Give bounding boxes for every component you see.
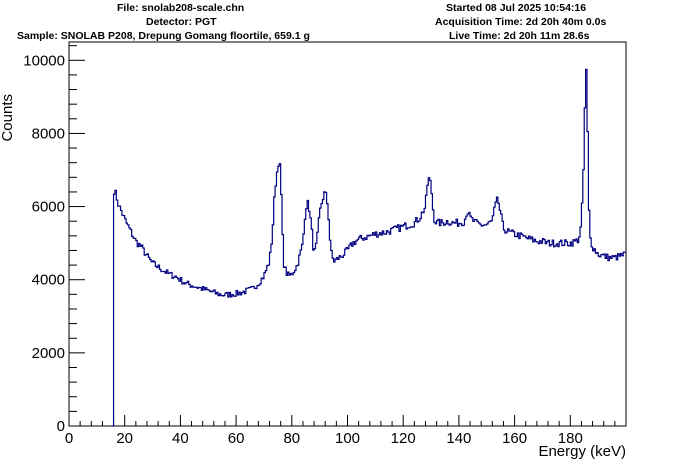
- axis-ticks: [68, 45, 616, 427]
- x-tick-label: 180: [558, 430, 583, 447]
- x-tick-label: 0: [65, 430, 73, 447]
- spectrum-line: [112, 68, 626, 427]
- x-tick-label: 120: [391, 430, 416, 447]
- header-acquisition: Acquisition Time: 2d 20h 40m 0.0s: [435, 16, 607, 28]
- y-tick-label: 8000: [32, 125, 65, 142]
- plot-area-border: [68, 41, 627, 427]
- axis-tick-labels: 0 20 40 60 80 100 120 140 160 180 0 2000 4000 6000 800…: [23, 52, 583, 447]
- header-sample: Sample: SNOLAB P208, Drepung Gomang floo…: [17, 30, 310, 42]
- header-file: File: snolab208-scale.chn: [117, 2, 245, 14]
- y-tick-label: 0: [57, 418, 65, 435]
- header-started: Started 08 Jul 2025 10:54:16: [446, 2, 587, 14]
- plot-frame: [68, 41, 627, 427]
- y-tick-label: 6000: [32, 199, 65, 216]
- y-axis-title: Counts: [0, 94, 16, 142]
- header-detector: Detector: PGT: [146, 16, 217, 28]
- x-tick-label: 80: [283, 430, 300, 447]
- x-tick-label: 40: [172, 430, 189, 447]
- y-tick-label: 10000: [23, 52, 65, 69]
- x-tick-label: 100: [335, 430, 360, 447]
- header-live-time: Live Time: 2d 20h 11m 28.6s: [449, 30, 590, 42]
- x-tick-label: 140: [446, 430, 471, 447]
- x-tick-label: 160: [502, 430, 527, 447]
- y-tick-label: 4000: [32, 272, 65, 289]
- spectrum-series: [112, 68, 626, 427]
- x-axis-title: Energy (keV): [538, 443, 626, 460]
- y-tick-label: 2000: [32, 345, 65, 362]
- x-tick-label: 20: [116, 430, 133, 447]
- x-tick-label: 60: [228, 430, 245, 447]
